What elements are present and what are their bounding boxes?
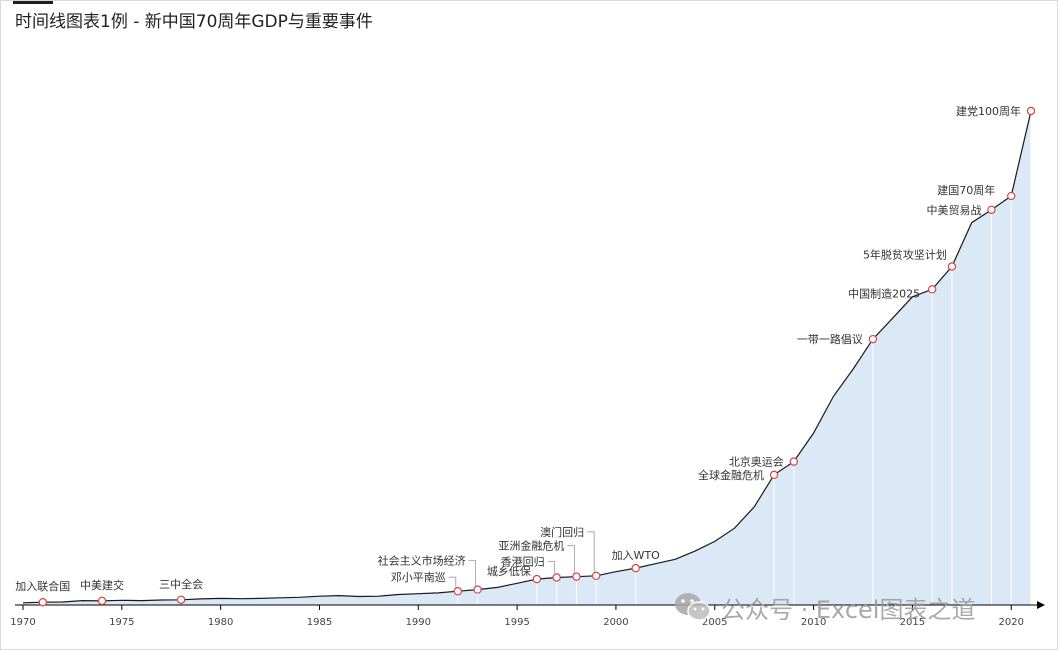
- event-leader-line: [468, 560, 477, 586]
- event-marker: [947, 262, 957, 271]
- event-marker: [868, 334, 878, 344]
- event-label: 香港回归: [501, 554, 545, 568]
- event-label: 建党100周年: [956, 104, 1021, 118]
- event-label: 邓小平南巡: [391, 571, 446, 584]
- x-axis-tick-label: 1995: [504, 617, 529, 628]
- event-label: 一带一路倡议: [797, 333, 863, 346]
- x-axis-tick-label: 1975: [109, 617, 134, 628]
- event-marker: [532, 574, 542, 584]
- x-axis-tick-label: 1990: [406, 617, 431, 628]
- event-label: 城乡低保: [487, 564, 531, 578]
- event-leader-line: [587, 531, 595, 572]
- x-axis-tick-label: 2005: [702, 617, 727, 628]
- event-marker: [97, 596, 107, 606]
- event-marker: [591, 571, 601, 581]
- event-marker: [1007, 191, 1016, 201]
- event-label: 中美贸易战: [926, 204, 981, 217]
- title-accent-bar: [13, 1, 53, 4]
- event-leader-line: [448, 576, 457, 588]
- event-label: 三中全会: [159, 577, 203, 591]
- event-leader-line: [547, 561, 555, 574]
- x-axis-tick-label: 2010: [801, 617, 826, 628]
- event-label: 社会主义市场经济: [378, 554, 466, 568]
- event-marker: [552, 573, 561, 582]
- event-marker: [176, 595, 186, 604]
- watermark-text: 公众号 · Excel图表之道: [721, 595, 976, 624]
- event-label: 中美建交: [80, 578, 124, 592]
- x-axis-tick-label: 1970: [10, 617, 35, 628]
- chart-title: 时间线图表1例 - 新中国70周年GDP与重要事件: [15, 12, 373, 32]
- event-marker: [927, 285, 937, 294]
- event-marker: [473, 585, 482, 594]
- event-marker: [1026, 106, 1036, 116]
- x-axis-tick-label: 2020: [999, 617, 1024, 628]
- x-axis-tick-label: 2015: [900, 617, 925, 628]
- x-axis-tick-label: 2000: [603, 617, 628, 628]
- event-marker: [572, 572, 581, 581]
- event-label: 北京奥运会: [729, 455, 784, 469]
- event-leader-line: [567, 545, 575, 573]
- event-label: 加入WTO: [612, 549, 661, 562]
- x-axis-arrow: [1037, 601, 1045, 609]
- event-marker: [769, 470, 779, 480]
- event-label: 5年脱贫攻坚计划: [863, 247, 947, 261]
- x-axis-tick-label: 1980: [208, 617, 233, 628]
- watermark: 公众号 · Excel图表之道: [673, 587, 975, 627]
- wechat-icon: [675, 593, 711, 621]
- event-label: 加入联合国: [15, 579, 70, 593]
- gdp-area: [23, 111, 1031, 605]
- event-marker: [789, 457, 799, 466]
- event-label: 亚洲金融危机: [498, 539, 564, 553]
- event-label: 全球金融危机: [698, 468, 764, 482]
- event-label: 建国70周年: [937, 183, 995, 197]
- event-label: 中国制造2025: [848, 286, 920, 300]
- event-marker: [987, 205, 996, 214]
- gdp-line: [22, 110, 1032, 604]
- event-marker: [453, 587, 463, 596]
- event-marker: [38, 598, 47, 607]
- x-axis-tick-label: 1985: [307, 617, 332, 628]
- event-marker: [631, 563, 640, 573]
- event-label: 澳门回归: [540, 525, 584, 539]
